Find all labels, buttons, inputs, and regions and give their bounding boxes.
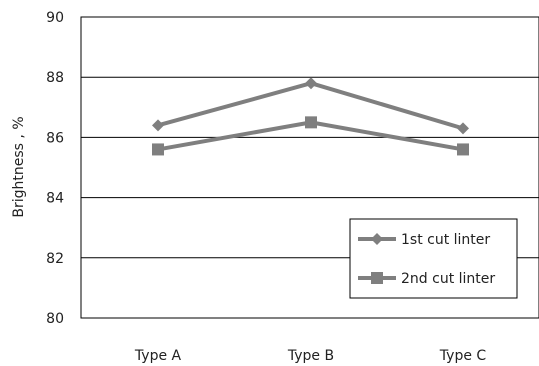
legend-label: 2nd cut linter bbox=[401, 271, 495, 287]
legend: 1st cut linter 2nd cut linter bbox=[349, 218, 518, 299]
y-tick-labels: 80 82 84 86 88 90 bbox=[46, 10, 64, 327]
x-tick-labels: Type A Type B Type C bbox=[134, 348, 487, 364]
data-point-series-1 bbox=[152, 119, 164, 132]
data-point-series-1 bbox=[305, 77, 317, 90]
y-tick-label: 84 bbox=[46, 191, 64, 207]
y-tick-label: 90 bbox=[46, 10, 64, 26]
y-tick-label: 86 bbox=[46, 130, 64, 146]
legend-marker bbox=[371, 233, 383, 245]
series-group bbox=[152, 77, 469, 156]
x-tick-label: Type C bbox=[439, 348, 487, 364]
plot-area-border bbox=[80, 16, 539, 319]
data-point-series-1 bbox=[457, 122, 469, 135]
legend-box bbox=[349, 218, 518, 299]
data-point-series-2 bbox=[305, 116, 317, 129]
legend-marker bbox=[371, 272, 383, 284]
legend-label: 1st cut linter bbox=[401, 232, 490, 248]
y-tick-label: 82 bbox=[46, 251, 64, 267]
data-point-series-2 bbox=[457, 143, 469, 156]
y-tick-label: 80 bbox=[46, 311, 64, 327]
y-tick-label: 88 bbox=[46, 70, 64, 86]
y-axis-title: Brightness , % bbox=[11, 116, 27, 217]
x-tick-label: Type A bbox=[134, 348, 182, 364]
data-point-series-2 bbox=[152, 143, 164, 156]
x-tick-label: Type B bbox=[287, 348, 334, 364]
